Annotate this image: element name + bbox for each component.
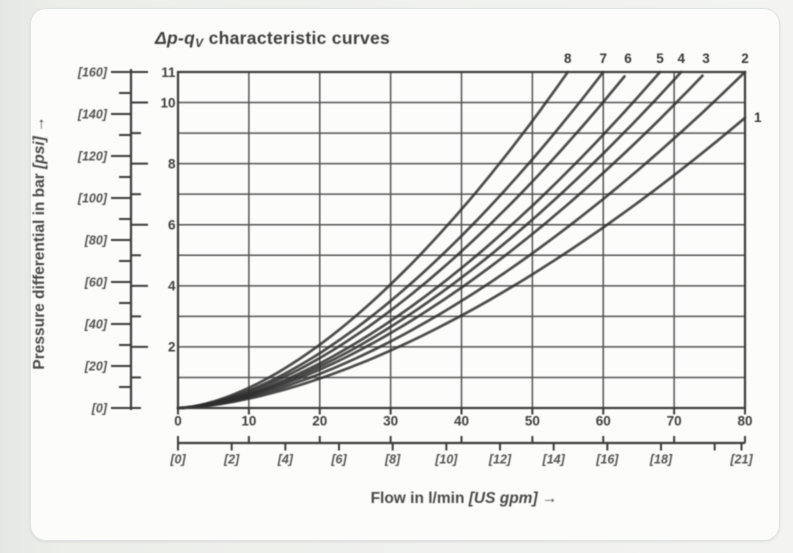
curve-label-4: 4: [677, 51, 685, 66]
y-caption-bracket: [psi]: [31, 135, 48, 170]
gpm-tick-label: [0]: [169, 453, 186, 467]
title-subscript: V: [195, 36, 204, 50]
lmin-tick-label: 50: [525, 414, 540, 429]
curve-1: [176, 116, 747, 410]
curve-label-1: 1: [754, 110, 762, 125]
y-axis-caption: Pressure differential in bar [psi] →: [31, 116, 48, 369]
gpm-tick-label: [10]: [434, 453, 458, 467]
gpm-tick-label: [14]: [542, 453, 566, 467]
curve-label-5: 5: [656, 51, 664, 66]
lmin-tick-label: 60: [596, 414, 611, 429]
grid-lines: [177, 71, 746, 409]
curve-4: [176, 70, 683, 410]
curve-label-7: 7: [599, 51, 607, 66]
title-rest: characteristic curves: [203, 28, 390, 48]
curve-6: [176, 75, 626, 410]
curve-label-6: 6: [624, 51, 632, 66]
lmin-tick-label: 30: [383, 414, 398, 429]
characteristic-curves: 1 2 3 45 6 7 8: [176, 51, 762, 410]
curve-label-3: 3: [702, 51, 710, 66]
datasheet-card: [30, 8, 780, 541]
y-caption-arrow: →: [31, 116, 48, 136]
x-caption-bracket: [US gpm]: [468, 490, 539, 507]
psi-tick-label: [160]: [77, 66, 108, 80]
curve-3: [176, 74, 704, 410]
y-axis-ruler: [0] [20] [40] [60] [80] [100] [120] [140] [160] 2…: [77, 65, 176, 416]
curve-2: [176, 70, 747, 410]
lmin-tick-label: 80: [737, 414, 752, 429]
title-symbol: Δp-q: [154, 28, 195, 48]
gpm-tick-label: [18]: [649, 453, 673, 467]
bar-tick-label: 11: [161, 65, 176, 80]
x-axis-caption: Flow in l/min [US gpm] →: [371, 490, 558, 507]
lmin-tick-label: 10: [241, 414, 256, 429]
psi-tick-label: [80]: [84, 234, 108, 248]
x-caption-arrow: →: [538, 490, 558, 507]
bar-tick-label: 6: [168, 218, 176, 233]
curve-label-8: 8: [564, 51, 572, 66]
gpm-tick-label: [6]: [330, 453, 347, 467]
x-caption-main: Flow in l/min: [371, 490, 469, 507]
lmin-tick-label: 70: [667, 414, 682, 429]
psi-tick-label: [100]: [77, 192, 108, 206]
psi-tick-label: [120]: [77, 150, 108, 164]
gpm-tick-label: [21]: [729, 453, 753, 467]
lmin-tick-label: 20: [312, 414, 327, 429]
psi-tick-label: [40]: [84, 318, 108, 332]
gpm-tick-label: [4]: [277, 453, 294, 467]
y-caption-main: Pressure differential in bar: [31, 169, 48, 370]
x-axis: 0 10 20 30 40 50 60 70 80: [174, 408, 753, 429]
curve-5: [176, 70, 662, 410]
psi-tick-label: [140]: [77, 108, 108, 122]
curve-7: [176, 70, 605, 410]
chart-title: Δp-qV characteristic curves: [154, 28, 390, 50]
psi-tick-label: [20]: [84, 360, 108, 374]
bar-tick-label: 2: [168, 340, 176, 355]
curve-label-2: 2: [741, 51, 749, 66]
plot-border: [176, 70, 747, 410]
bar-tick-label: 8: [168, 156, 176, 171]
lmin-tick-label: 0: [174, 414, 182, 429]
bar-tick-label: 10: [160, 95, 175, 110]
psi-tick-label: [0]: [91, 402, 108, 416]
bar-tick-label: 4: [168, 279, 176, 294]
x-axis-secondary: [0] [2] [4] [6] [8] [10] [12] [14] [16] [18] [21]: [169, 436, 753, 467]
gpm-tick-label: [2]: [223, 453, 240, 467]
gpm-tick-label: [8]: [384, 453, 401, 467]
gpm-tick-label: [16]: [595, 453, 619, 467]
curve-8: [176, 70, 570, 410]
lmin-tick-label: 40: [454, 414, 469, 429]
gpm-tick-label: [12]: [488, 453, 512, 467]
psi-tick-label: [60]: [84, 276, 108, 290]
